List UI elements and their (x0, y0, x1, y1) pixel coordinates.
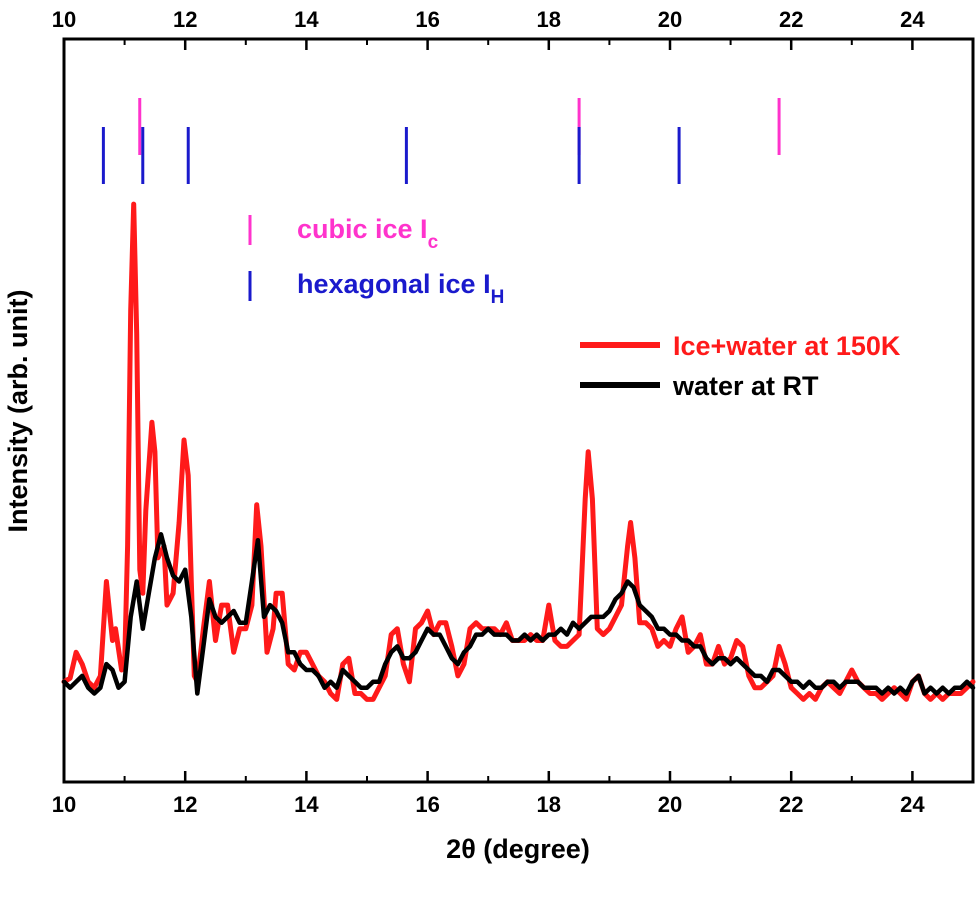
x-axis-title: 2θ (degree) (446, 834, 590, 864)
x-tick-label-top: 18 (537, 7, 561, 32)
x-tick-label-top: 12 (173, 7, 197, 32)
axis-ticks (62, 39, 974, 782)
x-tick-label-top: 22 (779, 7, 803, 32)
legend-water-rt-label: water at RT (672, 371, 819, 401)
x-tick-label-bottom: 24 (900, 792, 925, 817)
reference-bars (101, 98, 781, 184)
plot-frame (62, 37, 975, 784)
x-tick-label-top: 10 (52, 7, 76, 32)
x-tick-label-bottom: 12 (173, 792, 197, 817)
series-group (61, 201, 976, 702)
x-tick-label-bottom: 16 (415, 792, 439, 817)
legend-cubic-label: cubic ice Ic (297, 214, 439, 253)
legend-hexagonal-label: hexagonal ice IH (297, 269, 504, 308)
bottom-tick-labels: 10 12 14 16 18 20 22 24 (52, 792, 926, 817)
x-tick-label-bottom: 14 (294, 792, 319, 817)
x-tick-label-bottom: 18 (537, 792, 561, 817)
reference-legend: cubic ice Ic hexagonal ice IH (248, 214, 504, 308)
legend-ice-water-label: Ice+water at 150K (673, 331, 901, 361)
x-tick-label-bottom: 20 (658, 792, 682, 817)
x-tick-label-bottom: 10 (52, 792, 76, 817)
ice-water-150k-line (61, 201, 976, 702)
x-tick-label-top: 16 (415, 7, 439, 32)
x-tick-label-top: 24 (900, 7, 925, 32)
water-rt-line (61, 532, 976, 696)
y-axis-title: Intensity (arb. unit) (3, 290, 33, 533)
x-tick-label-top: 20 (658, 7, 682, 32)
x-tick-label-bottom: 22 (779, 792, 803, 817)
x-tick-label-top: 14 (294, 7, 319, 32)
top-tick-labels: 10 12 14 16 18 20 22 24 (52, 7, 926, 32)
series-legend: Ice+water at 150K water at RT (580, 331, 901, 401)
